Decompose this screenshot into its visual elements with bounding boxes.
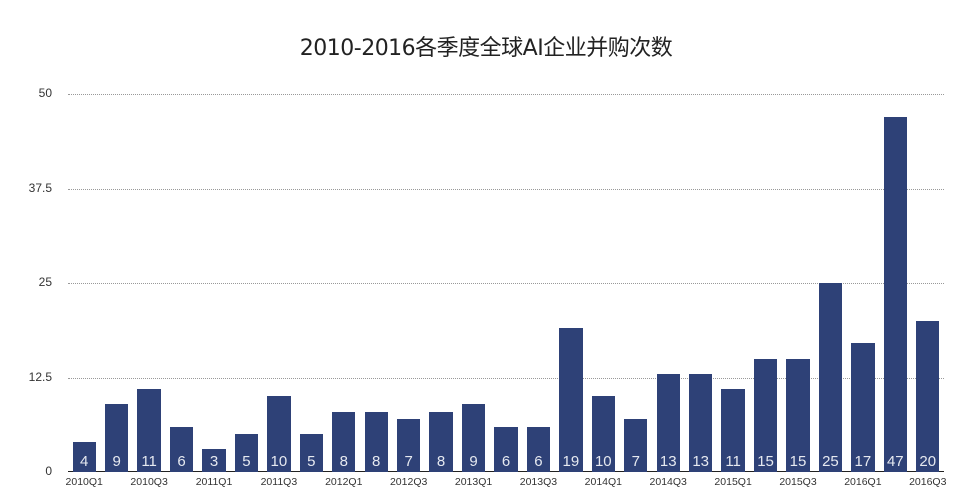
x-tick-label: 2014Q3 <box>649 476 687 488</box>
gridline <box>68 283 944 284</box>
bar-2014Q4: 13 <box>688 373 713 472</box>
x-tick-label: 2012Q1 <box>325 476 363 488</box>
bar-2010Q4: 6 <box>169 426 194 472</box>
chart-title: 2010-2016各季度全球AI企业并购次数 <box>299 36 673 61</box>
x-tick-label: 2014Q1 <box>584 476 623 488</box>
bar-value-label: 17 <box>854 453 872 470</box>
bar-2013Q4: 19 <box>559 328 583 472</box>
bar-2012Q2: 8 <box>364 411 388 472</box>
bar-2014Q3: 13 <box>656 373 680 472</box>
bar-2012Q3: 7 <box>396 419 421 472</box>
bar-value-label: 25 <box>822 453 839 470</box>
y-tick-label: 12.5 <box>28 369 52 384</box>
bar-2010Q2: 9 <box>104 403 129 472</box>
bar-2010Q1: 4 <box>72 441 96 472</box>
bar-value-label: 6 <box>534 453 543 470</box>
x-tick-label: 2016Q3 <box>909 476 947 488</box>
x-tick-label: 2011Q3 <box>260 476 298 488</box>
bar-value-label: 10 <box>594 453 612 470</box>
bar-value-label: 4 <box>80 453 89 470</box>
bar-2012Q4: 8 <box>429 411 453 472</box>
bar-2010Q3: 11 <box>137 388 161 472</box>
bar-value-label: 13 <box>659 453 677 470</box>
bar-2015Q2: 15 <box>753 358 778 472</box>
bar-2013Q1: 9 <box>461 403 486 472</box>
gridline <box>68 188 944 190</box>
y-tick-label: 0 <box>45 464 52 478</box>
x-tick-label: 2015Q1 <box>714 476 752 488</box>
bar-2016Q1: 17 <box>851 343 875 472</box>
bar-value-label: 19 <box>562 453 580 470</box>
bar-value-label: 11 <box>141 453 157 470</box>
bar-value-label: 6 <box>501 453 511 470</box>
bar-value-label: 13 <box>692 453 709 470</box>
bar-value-label: 5 <box>242 453 251 470</box>
bar-value-label: 9 <box>469 453 478 470</box>
bar-2011Q4: 5 <box>299 434 323 472</box>
y-tick-label: 25 <box>38 275 52 289</box>
bar-2011Q1: 3 <box>202 449 226 472</box>
bar-2011Q3: 10 <box>267 396 291 472</box>
bar-value-label: 3 <box>209 453 219 470</box>
bar-value-label: 15 <box>757 453 774 470</box>
bar-2016Q3: 20 <box>916 320 940 472</box>
bar-value-label: 5 <box>307 453 316 470</box>
bar-value-label: 8 <box>372 453 381 470</box>
x-tick-label: 2010Q1 <box>65 476 103 488</box>
gridline <box>68 94 944 95</box>
bar-value-label: 11 <box>725 453 741 470</box>
x-tick-label: 2016Q1 <box>844 476 882 488</box>
bar-value-label: 9 <box>112 453 121 470</box>
x-tick-label: 2013Q1 <box>454 476 493 488</box>
x-tick-label: 2011Q1 <box>195 476 233 488</box>
bar-2011Q2: 5 <box>234 434 259 472</box>
plot-area: 0 12.5 25 37.5 50 4 9 11 6 3 5 10 5 8 8 7 8 9 6 6 19 10 7 13 13 1… <box>29 86 947 488</box>
bar-value-label: 6 <box>177 453 186 470</box>
bar-2015Q1: 11 <box>721 388 745 472</box>
y-tick-label: 50 <box>38 86 52 100</box>
x-tick-label: 2012Q3 <box>389 476 428 488</box>
y-tick-label: 37.5 <box>28 180 52 195</box>
bar-2013Q3: 6 <box>526 426 551 472</box>
x-tick-label: 2013Q3 <box>519 476 558 488</box>
bar-value-label: 7 <box>404 453 413 470</box>
bar-value-label: 20 <box>919 453 937 470</box>
bar-value-label: 8 <box>339 453 348 470</box>
bar-2016Q2: 47 <box>883 116 907 472</box>
bar-value-label: 7 <box>631 453 640 470</box>
bar-2013Q2: 6 <box>494 426 518 472</box>
bar-2012Q1: 8 <box>332 411 356 472</box>
bar-value-label: 15 <box>789 453 807 470</box>
bar-value-label: 47 <box>886 453 904 470</box>
bar-value-label: 10 <box>270 453 288 470</box>
bar-2015Q4: 25 <box>818 283 843 472</box>
x-tick-label: 2010Q3 <box>130 476 168 488</box>
bar-2014Q2: 7 <box>624 419 648 472</box>
gridline <box>68 377 944 379</box>
bar-2015Q3: 15 <box>786 358 810 472</box>
bar-value-label: 8 <box>436 453 446 470</box>
x-tick-label: 2015Q3 <box>779 476 817 488</box>
bar-2014Q1: 10 <box>591 396 615 472</box>
